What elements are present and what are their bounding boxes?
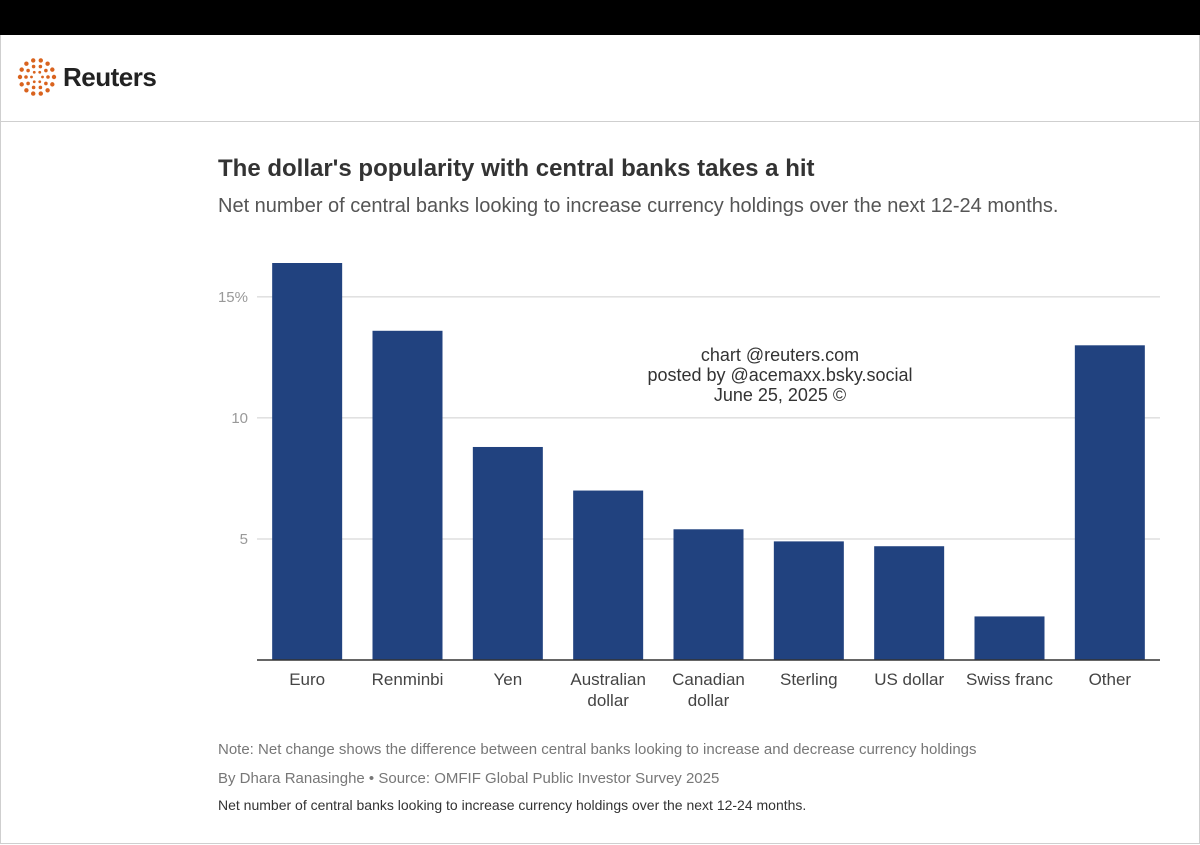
bar-renminbi [372, 330, 443, 660]
watermark-line-1: chart @reuters.com [700, 345, 860, 365]
logo-dot [44, 68, 48, 73]
logo-dot [30, 75, 33, 79]
logo-dot [50, 67, 55, 72]
logo-dot [38, 64, 43, 69]
y-tick-label: 5 [240, 531, 248, 548]
logo-dot [31, 58, 36, 63]
x-tick-label: Australian dollar [570, 670, 646, 710]
logo-dot [38, 85, 43, 90]
watermark: chart @reuters.com posted by @acemaxx.bs… [610, 345, 950, 405]
x-tick-label: Canadian dollar [672, 670, 745, 710]
bar-swiss-franc [974, 616, 1045, 660]
chart-subtitle: Net number of central banks looking to i… [218, 195, 1059, 217]
logo-dot [31, 85, 36, 90]
top-black-bar [0, 0, 1200, 35]
bar-us-dollar [874, 546, 945, 660]
logo-dot [41, 75, 44, 79]
x-tick-label: Other [1089, 670, 1132, 689]
logo-dot [38, 58, 43, 63]
logo-dot [38, 80, 42, 84]
logo-dot [38, 70, 42, 74]
logo-dot [24, 61, 29, 66]
bar-canadian-dollar [673, 529, 744, 660]
reuters-dot-ring-icon [17, 58, 57, 96]
chart-title: The dollar's popularity with central ban… [218, 155, 815, 182]
bar-yen [472, 446, 543, 660]
byline-source: By Dhara Ranasinghe • Source: OMFIF Glob… [218, 770, 720, 787]
bar-other [1074, 345, 1145, 660]
bar-sterling [773, 541, 844, 660]
logo-dot [19, 82, 24, 87]
chart-note: Note: Net change shows the difference be… [218, 741, 977, 758]
x-tick-labels: Euro Renminbi Yen Australian dollar Canadian d… [289, 670, 1131, 710]
logo-dot [17, 74, 23, 80]
watermark-line-3: June 25, 2025 © [713, 385, 847, 405]
logo-dot [31, 91, 36, 96]
brand-name: Reuters [63, 61, 157, 92]
y-tick-label: 10 [231, 410, 248, 427]
y-tick-labels: 5 10 15% [218, 289, 248, 548]
x-tick-label: Renminbi [372, 670, 444, 689]
logo-dot [24, 75, 28, 79]
y-tick-label: 15% [218, 289, 248, 306]
logo-dot [32, 70, 36, 74]
logo-dot [45, 61, 50, 66]
logo-dot [46, 75, 50, 79]
logo-dot [26, 68, 30, 73]
logo-dot [26, 81, 30, 86]
logo-dot [31, 64, 36, 69]
logo-dot [32, 80, 36, 84]
reuters-logo[interactable]: Reuters [17, 55, 157, 99]
bar-australian-dollar [573, 490, 644, 660]
x-tick-label: Sterling [780, 670, 838, 689]
x-tick-label: Yen [493, 670, 522, 689]
x-tick-label: Euro [289, 670, 325, 689]
logo-dot [38, 91, 43, 96]
bar-euro [272, 263, 343, 660]
logo-dot [50, 82, 55, 87]
site-header: Reuters [0, 35, 1200, 122]
logo-dot [51, 74, 57, 80]
watermark-line-2: posted by @acemaxx.bsky.social [647, 365, 913, 385]
logo-dot [24, 88, 29, 93]
bars [272, 263, 1145, 660]
footer-description: Net number of central banks looking to i… [218, 797, 807, 813]
x-tick-label: Swiss franc [966, 670, 1053, 689]
x-tick-label: US dollar [874, 670, 944, 689]
logo-dot [45, 88, 50, 93]
logo-dot [44, 81, 48, 86]
logo-dot [19, 67, 24, 72]
